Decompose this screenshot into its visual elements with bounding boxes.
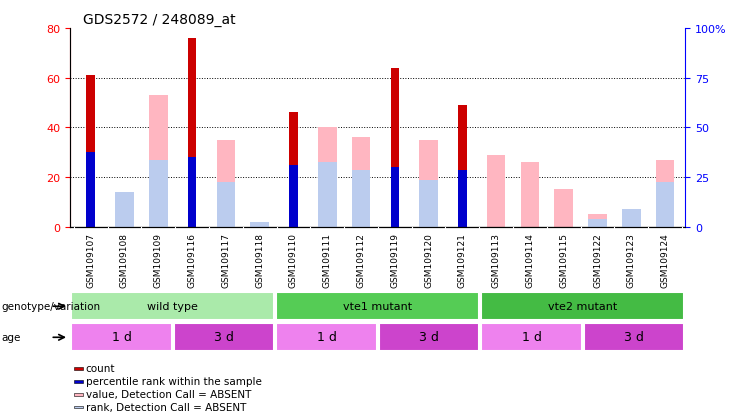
Text: GSM109111: GSM109111: [323, 232, 332, 287]
Text: 1 d: 1 d: [112, 330, 132, 344]
Bar: [74, 406, 83, 408]
Bar: [289, 113, 298, 227]
Bar: [174, 324, 274, 351]
Bar: [74, 380, 83, 383]
Bar: [87, 153, 95, 227]
Bar: [71, 293, 274, 320]
Bar: [622, 210, 641, 227]
Bar: [391, 69, 399, 227]
Bar: [482, 324, 582, 351]
Text: GSM109112: GSM109112: [356, 232, 365, 287]
Text: GSM109108: GSM109108: [120, 232, 129, 287]
Text: 3 d: 3 d: [624, 330, 644, 344]
Text: GSM109113: GSM109113: [492, 232, 501, 287]
Bar: [487, 155, 505, 227]
Bar: [458, 106, 467, 227]
Bar: [588, 220, 607, 227]
Text: vte2 mutant: vte2 mutant: [548, 301, 617, 311]
Text: GSM109107: GSM109107: [86, 232, 95, 287]
Bar: [74, 393, 83, 396]
Text: GDS2572 / 248089_at: GDS2572 / 248089_at: [83, 12, 236, 26]
Bar: [216, 183, 235, 227]
Text: GSM109124: GSM109124: [661, 232, 670, 287]
Text: GSM109114: GSM109114: [525, 232, 534, 287]
Bar: [87, 76, 95, 227]
Text: GSM109120: GSM109120: [424, 232, 433, 287]
Bar: [71, 324, 172, 351]
Text: 3 d: 3 d: [214, 330, 234, 344]
Text: GSM109122: GSM109122: [593, 232, 602, 287]
Text: GSM109110: GSM109110: [289, 232, 298, 287]
Bar: [289, 165, 298, 227]
Bar: [276, 293, 479, 320]
Bar: [458, 170, 467, 227]
Bar: [318, 163, 336, 227]
Bar: [352, 170, 370, 227]
Bar: [216, 140, 235, 227]
Bar: [352, 138, 370, 227]
Bar: [391, 168, 399, 227]
Bar: [379, 324, 479, 351]
Bar: [419, 140, 438, 227]
Bar: [656, 160, 674, 227]
Text: GSM109109: GSM109109: [153, 232, 163, 287]
Text: GSM109123: GSM109123: [627, 232, 636, 287]
Bar: [276, 324, 377, 351]
Text: genotype/variation: genotype/variation: [1, 301, 101, 311]
Text: age: age: [1, 332, 21, 342]
Bar: [187, 158, 196, 227]
Bar: [149, 96, 167, 227]
Text: 3 d: 3 d: [419, 330, 439, 344]
Text: value, Detection Call = ABSENT: value, Detection Call = ABSENT: [86, 389, 251, 399]
Text: count: count: [86, 363, 115, 374]
Text: vte1 mutant: vte1 mutant: [343, 301, 413, 311]
Bar: [521, 163, 539, 227]
Text: GSM109119: GSM109119: [391, 232, 399, 287]
Text: GSM109116: GSM109116: [187, 232, 196, 287]
Bar: [149, 160, 167, 227]
Text: percentile rank within the sample: percentile rank within the sample: [86, 377, 262, 387]
Text: 1 d: 1 d: [316, 330, 336, 344]
Text: GSM109118: GSM109118: [255, 232, 264, 287]
Bar: [482, 293, 685, 320]
Bar: [74, 368, 83, 370]
Text: rank, Detection Call = ABSENT: rank, Detection Call = ABSENT: [86, 402, 246, 412]
Bar: [419, 180, 438, 227]
Bar: [588, 215, 607, 227]
Bar: [656, 183, 674, 227]
Bar: [250, 222, 269, 227]
Text: GSM109115: GSM109115: [559, 232, 568, 287]
Text: GSM109121: GSM109121: [458, 232, 467, 287]
Bar: [584, 324, 685, 351]
Bar: [554, 190, 573, 227]
Bar: [115, 200, 134, 227]
Bar: [115, 192, 134, 227]
Text: GSM109117: GSM109117: [222, 232, 230, 287]
Text: wild type: wild type: [147, 301, 199, 311]
Text: 1 d: 1 d: [522, 330, 542, 344]
Bar: [318, 128, 336, 227]
Bar: [187, 39, 196, 227]
